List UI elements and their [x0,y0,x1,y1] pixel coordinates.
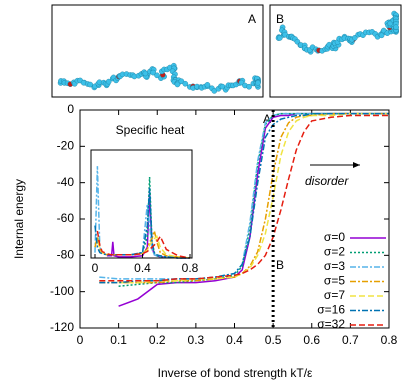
inset-title: Specific heat [116,123,185,137]
legend-label: σ=16 [317,303,345,317]
annotation: disorder [305,174,349,188]
x-tick-label: 0.8 [381,333,398,347]
arrow-head [353,162,360,168]
series-line [99,114,389,282]
bead [182,80,189,87]
legend-label: σ=32 [317,317,345,331]
bead [204,82,211,88]
bead [174,81,181,88]
x-tick-label: 0.2 [149,333,166,347]
legend-label: σ=7 [324,288,345,302]
annotation: A [263,112,271,126]
bead [246,83,252,90]
y-tick-label: -20 [57,139,75,153]
bead [154,72,160,79]
bead [378,32,385,39]
inset-x-tick-label: 0.8 [182,261,199,275]
series-line [99,112,389,280]
y-tick-label: -100 [50,284,74,298]
bead [277,35,283,41]
y-tick-label: -60 [57,211,75,225]
bead [393,24,399,30]
y-axis-title: Internal energy [12,179,26,259]
y-tick-label: -120 [50,320,74,334]
bead [150,69,156,76]
inset-frame [90,149,193,259]
x-tick-label: 0.5 [265,333,282,347]
y-tick-label: 0 [67,102,74,116]
bead [255,80,261,86]
inset-x-tick-label: 0 [92,261,99,275]
x-tick-label: 0.6 [303,333,320,347]
y-tick-label: -40 [57,175,75,189]
legend-label: σ=3 [324,259,345,273]
panel-label: A [248,12,256,26]
x-tick-label: 0.4 [226,333,243,347]
inset-background [91,150,192,258]
legend-label: σ=5 [324,274,345,288]
bead [105,78,112,85]
panel-label: B [276,12,284,26]
bead [178,78,185,85]
annotation: B [276,258,284,272]
legend-label: σ=0 [324,230,345,244]
x-axis-title: Inverse of bond strength kT/ε [158,366,313,380]
series-line [99,112,389,284]
molecule-drawings [57,10,399,94]
x-tick-label: 0.7 [342,333,359,347]
bead [87,81,94,88]
x-tick-label: 0.1 [110,333,127,347]
inset-x-tick-label: 0.4 [134,261,151,275]
series-line [99,112,389,284]
plot-frame [79,109,390,329]
series-line [118,112,389,284]
legend-label: σ=2 [324,245,345,259]
x-tick-label: 0.3 [188,333,205,347]
x-tick-label: 0 [77,333,84,347]
y-tick-label: -80 [57,248,75,262]
